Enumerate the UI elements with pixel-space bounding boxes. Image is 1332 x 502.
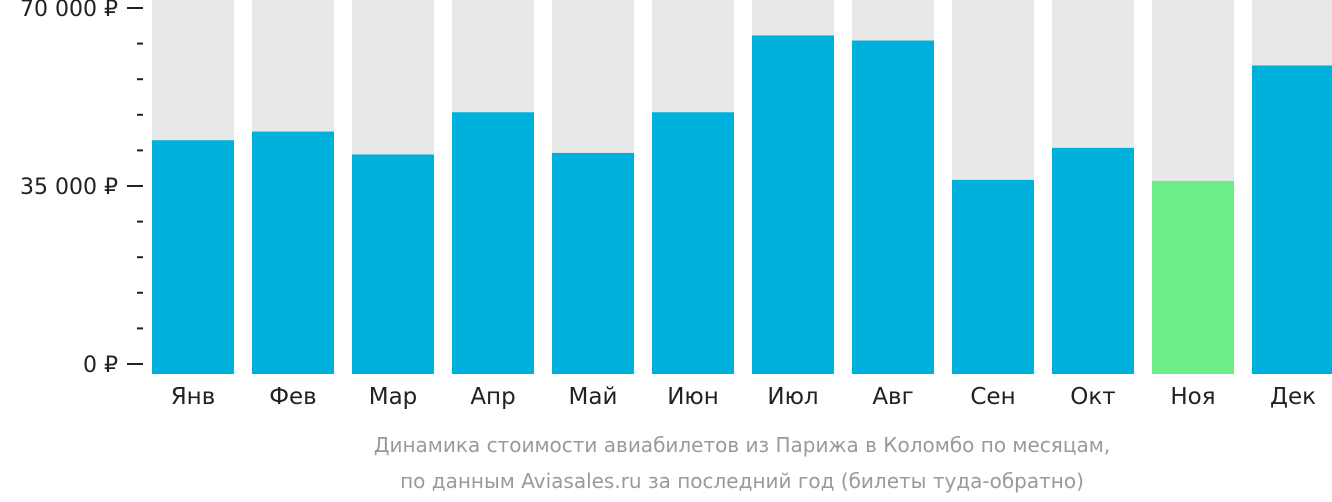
bar-12[interactable] [1252,65,1332,375]
x-tick-label: Дек [1270,384,1316,410]
x-tick-label: Авг [872,384,913,410]
bar-11[interactable] [1152,180,1234,374]
bars [152,35,1332,375]
x-tick-label: Сен [970,384,1015,410]
caption-line-2: по данным Aviasales.ru за последний год … [400,469,1084,493]
x-tick-label: Ноя [1170,384,1215,410]
x-tick-label: Мар [369,384,418,410]
x-tick-label: Июн [667,384,719,410]
bar-1[interactable] [152,140,234,374]
x-tick-label: Фев [269,384,317,410]
y-tick-label: 70 000 ₽ [20,0,118,22]
x-tick-label: Янв [171,384,216,410]
y-axis: 0 ₽ 35 000 ₽ 70 000 ₽ [20,0,143,378]
x-tick-label: Окт [1070,384,1115,410]
caption-line-1: Динамика стоимости авиабилетов из Парижа… [374,433,1110,457]
bar-3[interactable] [352,154,434,374]
bar-4[interactable] [452,112,534,374]
x-axis: Янв Фев Мар Апр Май Июн Июл Авг Сен Окт Ноя Дек [171,384,1316,410]
x-tick-label: Июл [767,384,818,410]
bar-2[interactable] [252,131,334,374]
x-tick-label: Апр [470,384,515,410]
bar-6[interactable] [652,112,734,374]
bar-5[interactable] [552,152,634,374]
bar-10[interactable] [1052,147,1134,374]
y-tick-label: 0 ₽ [83,353,118,378]
bar-9[interactable] [952,179,1034,374]
y-tick-label: 35 000 ₽ [20,175,118,200]
x-tick-label: Май [569,384,618,410]
bar-7[interactable] [752,35,834,374]
bar-8[interactable] [852,40,934,374]
